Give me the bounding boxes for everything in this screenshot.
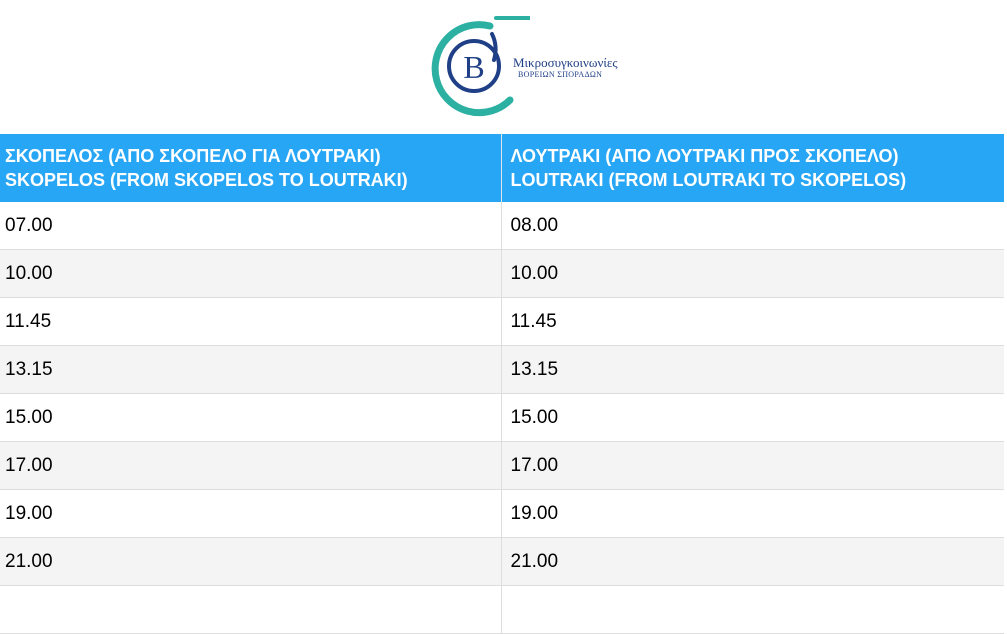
departure-time-skopelos: 13.15 <box>0 345 502 394</box>
schedule-table: ΣΚΟΠΕΛΟΣ (ΑΠΟ ΣΚΟΠΕΛΟ ΓΙΑ ΛΟΥΤΡΑΚΙ) SKOP… <box>0 134 1004 634</box>
departure-time-loutraki: 17.00 <box>501 441 1004 490</box>
departure-time-loutraki: 21.00 <box>501 537 1004 586</box>
logo-letter: Β <box>463 49 484 85</box>
departure-time-skopelos: 21.00 <box>0 537 502 586</box>
brand-logo: Β Μικροσυγκοινωνίες ΒΟΡΕΙΩΝ ΣΠΟΡΑΔΩΝ <box>418 12 628 124</box>
departure-time-skopelos: 19.00 <box>0 489 502 538</box>
table-row: 19.00 19.00 <box>0 489 1004 538</box>
departure-time-loutraki: 13.15 <box>501 345 1004 394</box>
departure-time-loutraki: 10.00 <box>501 249 1004 298</box>
departure-time-skopelos: 07.00 <box>0 202 502 250</box>
departure-time-loutraki: 08.00 <box>501 202 1004 250</box>
logo-emblem-icon: Β <box>431 16 530 117</box>
logo-title: Μικροσυγκοινωνίες <box>513 55 618 70</box>
table-row: 11.45 11.45 <box>0 297 1004 346</box>
departure-time-skopelos: 11.45 <box>0 297 502 346</box>
column-header-line: SKOPELOS (FROM SKOPELOS TO LOUTRAKI) <box>5 170 408 190</box>
column-header-line: ΣΚΟΠΕΛΟΣ (ΑΠΟ ΣΚΟΠΕΛΟ ΓΙΑ ΛΟΥΤΡΑΚΙ) <box>5 146 381 166</box>
column-header-line: LOUTRAKI (FROM LOUTRAKI TO SKOPELOS) <box>510 170 907 190</box>
table-row: 10.00 10.00 <box>0 249 1004 298</box>
departure-time-skopelos: 15.00 <box>0 393 502 442</box>
table-row: 07.00 08.00 <box>0 202 1004 250</box>
departure-time-skopelos: 10.00 <box>0 249 502 298</box>
column-header-loutraki: ΛΟΥΤΡΑΚΙ (ΑΠΟ ΛΟΥΤΡΑΚΙ ΠΡΟΣ ΣΚΟΠΕΛΟ) LOU… <box>501 134 1004 202</box>
table-row: 17.00 17.00 <box>0 441 1004 490</box>
table-row: 15.00 15.00 <box>0 393 1004 442</box>
departure-time-loutraki: 19.00 <box>501 489 1004 538</box>
table-row: 21.00 21.00 <box>0 537 1004 586</box>
table-header-row: ΣΚΟΠΕΛΟΣ (ΑΠΟ ΣΚΟΠΕΛΟ ΓΙΑ ΛΟΥΤΡΑΚΙ) SKOP… <box>0 134 1004 202</box>
departure-time-loutraki: 15.00 <box>501 393 1004 442</box>
column-header-skopelos: ΣΚΟΠΕΛΟΣ (ΑΠΟ ΣΚΟΠΕΛΟ ΓΙΑ ΛΟΥΤΡΑΚΙ) SKOP… <box>0 134 502 202</box>
column-header-line: ΛΟΥΤΡΑΚΙ (ΑΠΟ ΛΟΥΤΡΑΚΙ ΠΡΟΣ ΣΚΟΠΕΛΟ) <box>510 146 899 166</box>
departure-time-skopelos: 17.00 <box>0 441 502 490</box>
table-row: 13.15 13.15 <box>0 345 1004 394</box>
departure-time-loutraki: 11.45 <box>501 297 1004 346</box>
logo-subtitle: ΒΟΡΕΙΩΝ ΣΠΟΡΑΔΩΝ <box>518 70 603 79</box>
